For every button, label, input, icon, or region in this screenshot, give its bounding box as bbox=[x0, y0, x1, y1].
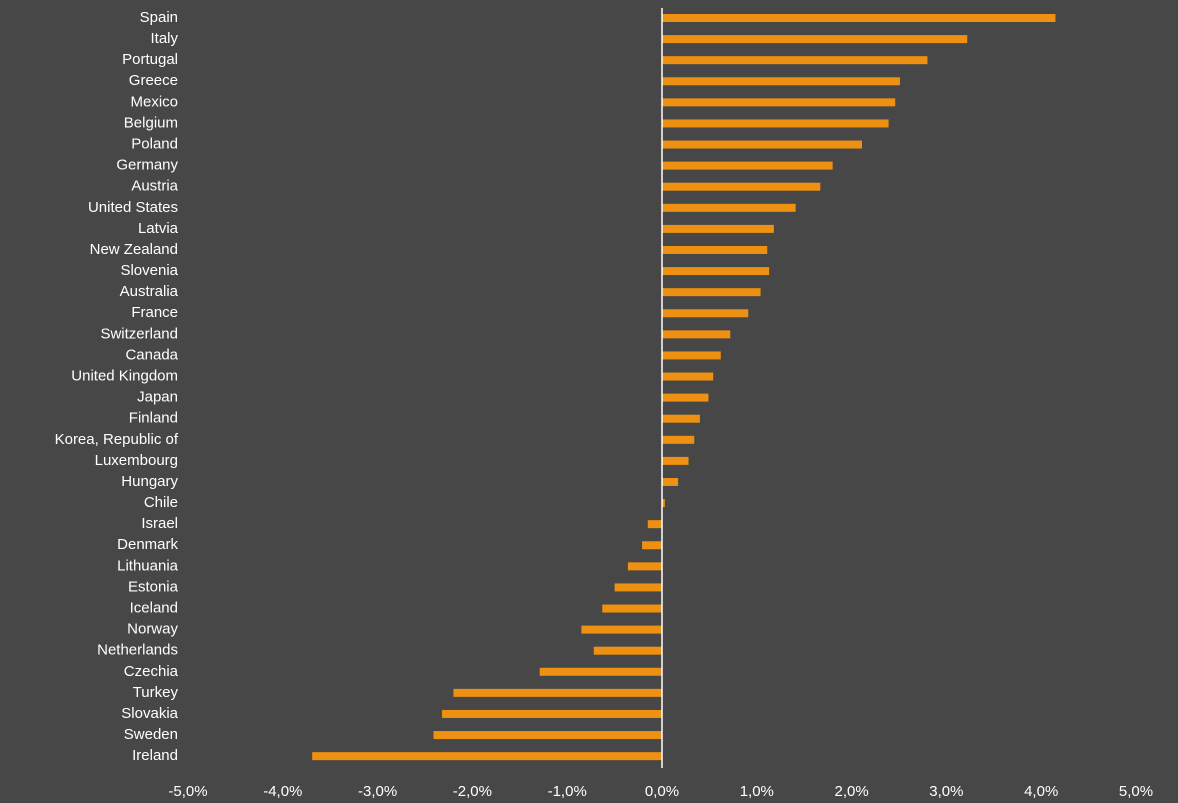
bar bbox=[614, 583, 662, 592]
bar bbox=[627, 562, 662, 571]
y-tick-label: Denmark bbox=[117, 536, 178, 553]
bar bbox=[647, 520, 662, 529]
bar bbox=[662, 393, 709, 402]
y-tick-label: Mexico bbox=[130, 93, 178, 110]
bar bbox=[602, 604, 662, 613]
bar bbox=[662, 499, 665, 508]
y-tick-label: Slovenia bbox=[120, 262, 178, 279]
bar bbox=[593, 646, 662, 655]
y-tick-label: Latvia bbox=[138, 220, 179, 237]
y-tick-label: Switzerland bbox=[100, 325, 178, 342]
bar bbox=[662, 98, 896, 107]
y-tick-label: Luxembourg bbox=[95, 452, 178, 469]
y-tick-label: New Zealand bbox=[90, 241, 178, 258]
bar bbox=[662, 203, 796, 212]
y-tick-label: Israel bbox=[141, 515, 178, 532]
y-tick-label: Hungary bbox=[121, 473, 178, 490]
bar bbox=[662, 245, 768, 254]
bar bbox=[662, 330, 731, 339]
y-tick-label: Ireland bbox=[132, 747, 178, 764]
y-tick-label: Chile bbox=[144, 494, 178, 511]
bar bbox=[442, 709, 662, 718]
x-tick-label: -1,0% bbox=[548, 783, 587, 800]
bar bbox=[662, 77, 900, 86]
bar bbox=[662, 351, 721, 360]
y-tick-label: Slovakia bbox=[121, 705, 178, 722]
y-tick-label: Turkey bbox=[133, 684, 179, 701]
y-tick-label: Poland bbox=[131, 136, 178, 153]
y-tick-label: Korea, Republic of bbox=[55, 431, 179, 448]
y-tick-label: Greece bbox=[129, 72, 178, 89]
y-tick-label: Portugal bbox=[122, 51, 178, 68]
bar bbox=[662, 119, 889, 128]
y-tick-label: Czechia bbox=[124, 663, 179, 680]
bar bbox=[662, 435, 695, 444]
bar bbox=[662, 35, 968, 44]
y-tick-label: Iceland bbox=[130, 599, 178, 616]
bar bbox=[662, 182, 821, 191]
x-tick-label: 0,0% bbox=[645, 783, 679, 800]
x-tick-label: -4,0% bbox=[263, 783, 302, 800]
bar bbox=[662, 309, 749, 318]
y-tick-label: France bbox=[131, 304, 178, 321]
bar bbox=[642, 541, 662, 550]
y-tick-label: Lithuania bbox=[117, 557, 179, 574]
bar bbox=[453, 688, 662, 697]
y-tick-label: Canada bbox=[125, 346, 178, 363]
y-tick-label: Germany bbox=[116, 157, 178, 174]
y-tick-label: United States bbox=[88, 199, 178, 216]
bar bbox=[312, 752, 662, 761]
y-tick-label: Estonia bbox=[128, 578, 179, 595]
y-tick-label: Australia bbox=[120, 283, 179, 300]
x-tick-label: -2,0% bbox=[453, 783, 492, 800]
bar bbox=[539, 667, 662, 676]
bar bbox=[662, 224, 774, 233]
bar bbox=[662, 56, 928, 65]
bar bbox=[662, 414, 700, 423]
bar bbox=[662, 14, 1056, 22]
x-tick-label: 4,0% bbox=[1024, 783, 1058, 800]
bar bbox=[662, 267, 770, 276]
bar bbox=[662, 288, 761, 297]
x-tick-label: 3,0% bbox=[929, 783, 963, 800]
x-tick-label: 5,0% bbox=[1119, 783, 1153, 800]
bar bbox=[433, 731, 662, 740]
y-tick-label: United Kingdom bbox=[71, 367, 178, 384]
bar bbox=[662, 477, 679, 486]
y-tick-label: Japan bbox=[137, 389, 178, 406]
y-tick-label: Austria bbox=[131, 178, 178, 195]
bar bbox=[662, 161, 833, 170]
y-tick-label: Italy bbox=[150, 30, 178, 47]
bar bbox=[662, 456, 689, 465]
bar bbox=[662, 140, 863, 149]
y-tick-label: Belgium bbox=[124, 114, 178, 131]
bar bbox=[662, 372, 714, 381]
y-tick-label: Finland bbox=[129, 410, 178, 427]
y-tick-label: Spain bbox=[140, 9, 178, 26]
x-tick-label: 1,0% bbox=[740, 783, 774, 800]
y-tick-label: Sweden bbox=[124, 726, 178, 743]
x-tick-label: -5,0% bbox=[168, 783, 207, 800]
bar bbox=[581, 625, 662, 634]
x-tick-label: 2,0% bbox=[834, 783, 868, 800]
y-tick-label: Netherlands bbox=[97, 642, 178, 659]
y-tick-label: Norway bbox=[127, 621, 178, 638]
x-tick-label: -3,0% bbox=[358, 783, 397, 800]
